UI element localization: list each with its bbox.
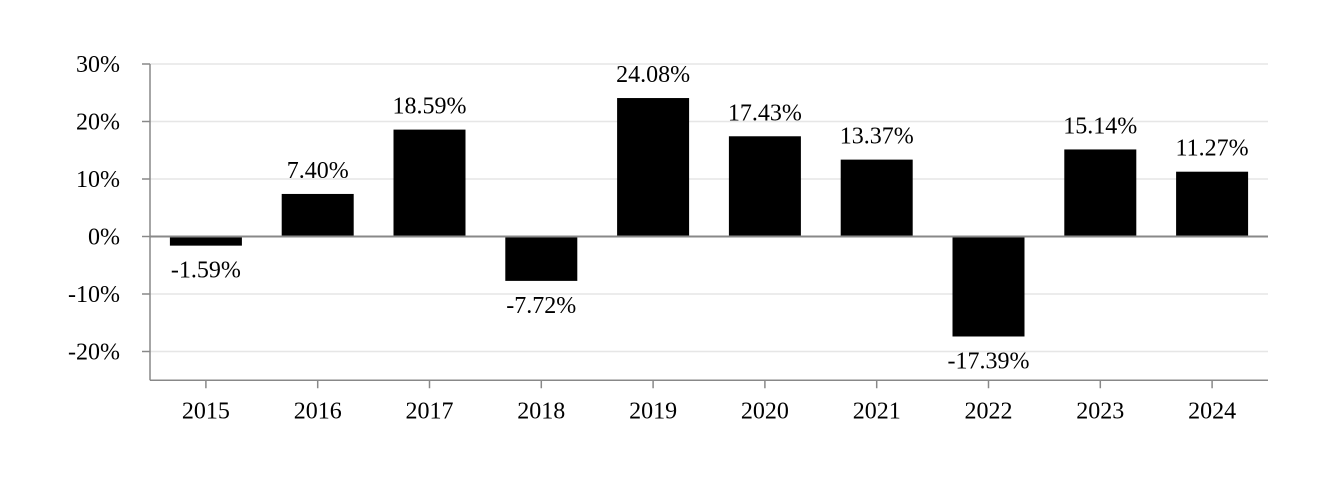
bar-2021 (840, 159, 913, 237)
x-tick-label: 2018 (517, 398, 565, 424)
bar-2023 (1064, 149, 1137, 237)
x-tick-label: 2022 (965, 398, 1013, 424)
x-tick-label: 2017 (406, 398, 454, 424)
y-tick-label: 30% (76, 52, 120, 78)
data-label-2017: 18.59% (393, 94, 467, 120)
y-tick-label: -20% (68, 340, 120, 366)
axes (149, 64, 1268, 381)
y-tick-label: 0% (88, 225, 120, 251)
x-tick-label: 2020 (741, 398, 789, 424)
data-label-2018: -7.72% (506, 293, 576, 319)
data-label-2022: -17.39% (948, 348, 1030, 374)
data-label-2019: 24.08% (616, 62, 690, 88)
gridlines (150, 63, 1268, 353)
x-tick-label: 2024 (1188, 398, 1236, 424)
y-tick-label: 20% (76, 110, 120, 136)
bar-2024 (1176, 171, 1249, 237)
x-tick-label: 2015 (182, 398, 230, 424)
bars (169, 98, 1249, 337)
y-tick-label: 10% (76, 167, 120, 193)
data-label-2020: 17.43% (728, 100, 802, 126)
bar-2022 (952, 236, 1025, 337)
bar-2016 (281, 193, 354, 237)
y-axis-ticks: 30% 20% 10% 0% -10% -20% (68, 52, 150, 366)
data-label-2015: -1.59% (171, 258, 241, 284)
x-axis-ticks: 2015 2016 2017 2018 2019 2020 2021 2022 2023 2024 (182, 380, 1236, 424)
x-tick-label: 2023 (1076, 398, 1124, 424)
data-label-2024: 11.27% (1176, 136, 1249, 162)
data-labels: -1.59% 7.40% 18.59% -7.72% 24.08% 17.43% 13.37… (171, 62, 1249, 374)
bar-2019 (617, 98, 690, 237)
y-tick-label: -10% (68, 282, 120, 308)
x-tick-label: 2016 (294, 398, 342, 424)
x-tick-label: 2019 (629, 398, 677, 424)
data-label-2016: 7.40% (287, 158, 349, 184)
bar-2018 (505, 236, 578, 281)
x-tick-label: 2021 (853, 398, 901, 424)
bar-2015 (169, 236, 242, 246)
data-label-2023: 15.14% (1063, 113, 1137, 139)
bar-2020 (728, 136, 801, 237)
bar-2017 (393, 129, 466, 237)
data-label-2021: 13.37% (840, 124, 914, 150)
